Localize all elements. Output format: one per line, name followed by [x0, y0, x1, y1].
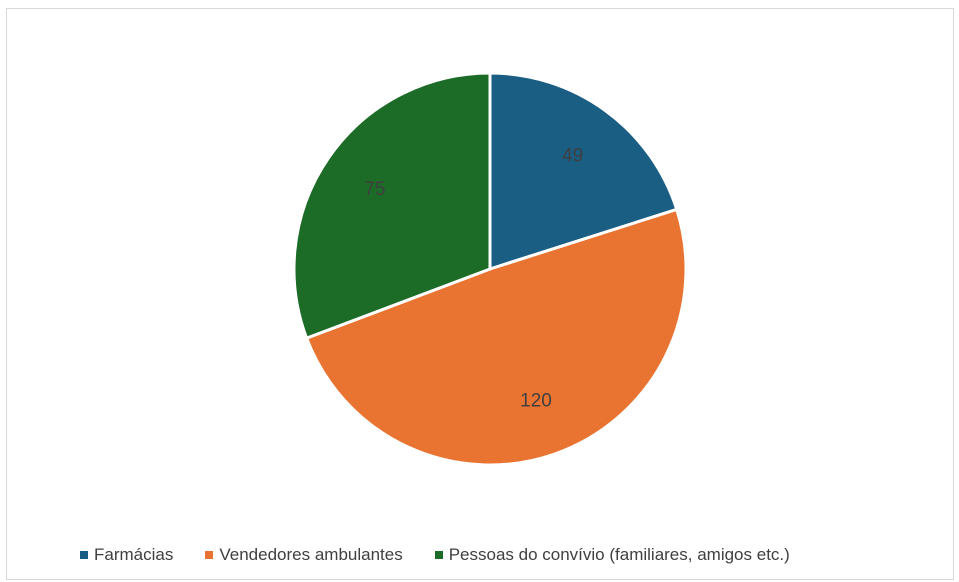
- chart-frame: 49 120 75 Farmácias Vendedores ambulantes …: [6, 8, 954, 580]
- pie-slice-vendedores: [305, 207, 688, 467]
- legend-label-vendedores: Vendedores ambulantes: [219, 545, 403, 564]
- legend-item-vendedores: Vendedores ambulantes: [205, 545, 403, 565]
- data-label-vendedores: 120: [520, 391, 552, 412]
- legend-label-pessoas: Pessoas do convívio (familiares, amigos …: [448, 545, 790, 564]
- legend: Farmácias Vendedores ambulantes Pessoas …: [80, 545, 790, 565]
- data-label-farmacias: 49: [562, 145, 583, 166]
- legend-swatch-pessoas: [434, 551, 443, 559]
- pie-slice-pessoas: [292, 71, 492, 340]
- pie-slice-farmacias: [488, 71, 679, 271]
- data-label-pessoas: 75: [364, 179, 385, 200]
- legend-swatch-farmacias: [80, 551, 88, 559]
- legend-item-pessoas: Pessoas do convívio (familiares, amigos …: [434, 545, 790, 565]
- pie-chart: 49 120 75: [292, 71, 688, 467]
- legend-label-farmacias: Farmácias: [94, 545, 174, 564]
- legend-swatch-vendedores: [205, 551, 214, 559]
- legend-item-farmacias: Farmácias: [80, 545, 173, 565]
